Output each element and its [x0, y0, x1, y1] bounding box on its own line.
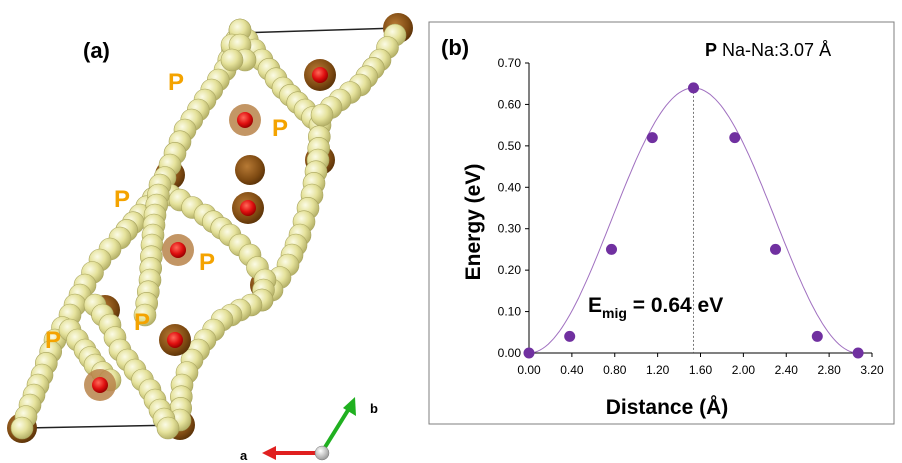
- data-point: [770, 243, 781, 255]
- x-tick-label: 2.00: [732, 363, 756, 377]
- emig-symbol: E: [588, 294, 602, 317]
- sodium-atom-core: [167, 332, 183, 348]
- axis-b-label: b: [370, 401, 378, 416]
- x-tick-label: 1.60: [689, 363, 713, 377]
- y-tick-label: 0.20: [498, 263, 522, 277]
- migration-energy-annotation: Emig = 0.64 eV: [588, 294, 723, 321]
- axis-origin: [314, 445, 330, 461]
- y-tick-label: 0.40: [498, 180, 522, 194]
- phosphorus-atom: [310, 103, 334, 127]
- panel-b-label: (b): [441, 35, 469, 60]
- sodium-atoms: [84, 59, 336, 401]
- na-na-distance: Na-Na:3.07 Å: [717, 40, 831, 60]
- sodium-atom-core: [170, 242, 186, 258]
- x-tick-label: 1.20: [646, 363, 670, 377]
- sodium-atom-core: [92, 377, 108, 393]
- energy-profile-panel: (b) P Na-Na:3.07 Å 0.000.100.200.300.400…: [428, 21, 895, 425]
- x-tick-label: 0.80: [603, 363, 627, 377]
- y-axis-title: Energy (eV): [462, 164, 485, 281]
- axis-a-label: a: [240, 448, 248, 463]
- y-tick-label: 0.30: [498, 222, 522, 236]
- data-point: [606, 243, 617, 255]
- x-tick-label: 0.00: [517, 363, 541, 377]
- panel-a-label: (a): [83, 38, 110, 63]
- data-point: [688, 82, 699, 94]
- axis-triad: a b: [240, 397, 378, 463]
- site-label-p: P: [134, 309, 150, 336]
- panel-b-frame: [428, 21, 895, 425]
- x-tick-label: 2.80: [817, 363, 841, 377]
- site-label-p: P: [272, 115, 288, 142]
- data-point: [852, 347, 864, 359]
- plot-area: 0.00 0.10 0.20 0.30 0.40 0.50 0.60 0.70 0.00 0.40…: [498, 56, 884, 377]
- phosphorus-atom: [156, 416, 180, 440]
- y-tick-label: 0.10: [498, 305, 522, 319]
- site-label-p: P: [168, 69, 184, 96]
- data-point: [523, 347, 535, 359]
- path-name: P: [705, 40, 717, 60]
- axis-b-arrowhead: [343, 397, 356, 416]
- sodium-atom-core: [237, 112, 253, 128]
- x-axis-title: Distance (Å): [606, 395, 729, 419]
- data-point: [564, 330, 576, 342]
- phosphorus-atom: [220, 48, 244, 72]
- phosphorus-atom: [133, 303, 157, 327]
- x-tick-label: 0.40: [560, 363, 584, 377]
- emig-value: = 0.64 eV: [627, 294, 723, 317]
- sodium-atom-core: [312, 67, 328, 83]
- emig-subscript: mig: [602, 305, 627, 321]
- data-point: [729, 132, 741, 144]
- y-tick-label: 0.70: [498, 56, 522, 70]
- x-tick-label: 2.40: [775, 363, 799, 377]
- site-label-p: P: [45, 327, 61, 354]
- y-tick-label: 0.50: [498, 139, 522, 153]
- unit-cell-bottom-edge: [24, 424, 181, 429]
- axis-b-arrow: [320, 405, 352, 454]
- y-tick-label: 0.00: [498, 346, 522, 360]
- crystal-structure-panel: (a) P P P P P P a b: [7, 13, 413, 463]
- y-tick-label: 0.60: [498, 97, 522, 111]
- data-point: [811, 330, 823, 342]
- sodium-atom-core: [240, 200, 256, 216]
- sodium-atom-shell: [235, 155, 265, 185]
- data-point: [646, 132, 658, 144]
- phosphorus-chains: [10, 18, 407, 440]
- site-label-p: P: [114, 186, 130, 213]
- unit-cell-top-edge: [239, 27, 399, 34]
- x-tick-label: 3.20: [860, 363, 884, 377]
- axis-a-arrowhead: [262, 446, 276, 460]
- migration-path-annotation: P Na-Na:3.07 Å: [705, 40, 831, 60]
- site-label-p: P: [199, 249, 215, 276]
- phosphorus-atom: [10, 416, 34, 440]
